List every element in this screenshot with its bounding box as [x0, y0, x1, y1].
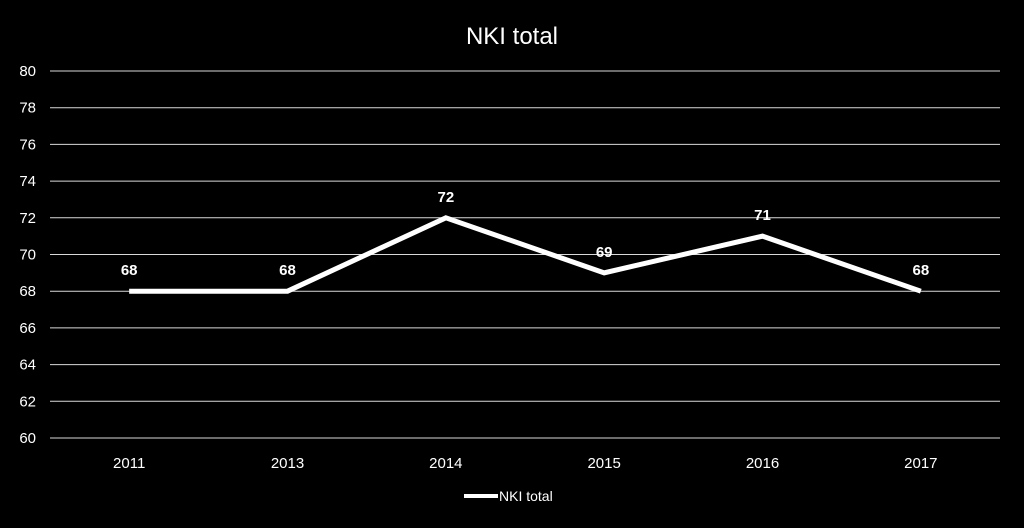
x-tick-label-2016: 2016 — [746, 455, 779, 472]
y-tick-label-80: 80 — [19, 63, 36, 80]
data-label-2011: 68 — [121, 262, 138, 279]
x-tick-label-2011: 2011 — [113, 455, 145, 472]
legend: NKI total — [464, 488, 553, 504]
data-label-2015: 69 — [596, 244, 613, 261]
series-line-0 — [129, 215, 922, 294]
x-tick-label-2013: 2013 — [271, 455, 304, 472]
data-label-2017: 68 — [912, 262, 929, 279]
data-label-2014: 72 — [437, 189, 454, 206]
y-axis-tick-labels: 60 62 64 66 68 70 72 74 76 78 80 — [19, 63, 36, 447]
y-tick-label-74: 74 — [19, 173, 36, 190]
legend-label: NKI total — [499, 488, 553, 504]
y-tick-label-76: 76 — [19, 136, 36, 153]
y-tick-label-66: 66 — [19, 320, 36, 337]
x-axis-tick-labels: 2011 2013 2014 2015 2016 2017 — [113, 455, 937, 472]
gridlines — [50, 70, 1000, 439]
data-label-2013: 68 — [279, 262, 296, 279]
y-tick-label-78: 78 — [19, 100, 36, 117]
y-tick-label-70: 70 — [19, 247, 36, 264]
series-nki-total — [129, 215, 922, 294]
chart-title: NKI total — [466, 23, 558, 50]
x-tick-label-2014: 2014 — [429, 455, 462, 472]
y-tick-label-72: 72 — [19, 210, 36, 227]
data-labels: 68 68 72 69 71 68 — [121, 189, 929, 279]
x-tick-label-2015: 2015 — [587, 455, 620, 472]
data-label-2016: 71 — [754, 207, 771, 224]
x-tick-label-2017: 2017 — [904, 455, 937, 472]
y-tick-label-62: 62 — [19, 393, 36, 410]
y-tick-label-60: 60 — [19, 430, 36, 447]
y-tick-label-64: 64 — [19, 357, 36, 374]
y-tick-label-68: 68 — [19, 283, 36, 300]
